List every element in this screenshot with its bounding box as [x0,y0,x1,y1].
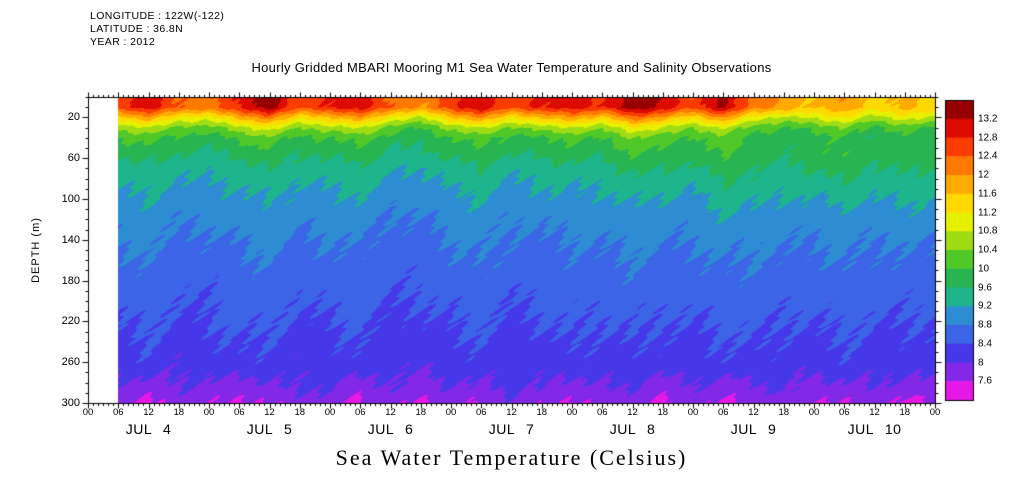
y-tick-label: 300 [61,397,80,409]
x-tick-label: 06 [233,407,245,418]
longitude-label: LONGITUDE : 122W(-122) [90,10,225,22]
colorbar-tick-label: 12 [978,169,990,181]
day-label: JUL 7 [488,421,535,437]
year-label: YEAR : 2012 [90,36,156,48]
day-label: JUL 4 [125,421,172,437]
y-tick-label: 220 [61,315,80,328]
colorbar-tick-label: 10 [978,263,990,275]
x-tick-label: 00 [808,407,820,418]
x-tick-label: 18 [899,407,911,418]
y-tick-label: 140 [61,233,80,246]
x-tick-label: 12 [143,407,154,418]
x-tick-label: 06 [596,407,608,418]
x-tick-label: 18 [415,407,427,418]
x-tick-label: 00 [445,407,457,418]
x-tick-label: 06 [475,407,487,418]
x-tick-label: 18 [657,407,669,418]
colorbar-tick-label: 9.2 [978,300,992,312]
y-tick-label: 60 [67,152,80,165]
x-tick-label: 06 [717,407,729,418]
colorbar-tick-label: 11.2 [978,207,997,218]
x-tick-label: 12 [385,407,396,418]
y-tick-label: 20 [67,111,80,124]
x-tick-label: 00 [324,407,336,418]
x-tick-label: 00 [203,407,215,418]
x-tick-label: 18 [294,407,306,418]
colorbar-tick-label: 9.6 [978,282,992,293]
x-tick-label: 18 [173,407,185,418]
colorbar-tick-label: 12.4 [978,150,998,162]
y-tick-label: 180 [61,274,80,287]
x-tick-label: 12 [627,407,638,418]
colorbar-tick-label: 10.4 [978,244,998,256]
x-tick-label: 18 [536,407,548,418]
chart-title: Hourly Gridded MBARI Mooring M1 Sea Wate… [251,60,772,75]
x-tick-label: 00 [566,407,578,418]
x-tick-label: 06 [112,407,124,418]
y-axis-label: DEPTH (m) [30,217,42,283]
x-tick-label: 12 [869,407,880,418]
colorbar-tick-label: 12.8 [978,132,998,143]
day-label: JUL 8 [609,421,656,437]
x-tick-label: 12 [264,407,275,418]
x-tick-label: 00 [687,407,699,418]
day-label: JUL 5 [246,421,293,437]
x-tick-label: 06 [354,407,366,418]
colorbar-tick-label: 7.6 [978,375,992,387]
colorbar-tick-label: 10.8 [978,225,998,237]
x-tick-label: 06 [838,407,850,418]
colorbar-tick-label: 8 [978,357,984,368]
x-tick-label: 12 [506,407,517,418]
bottom-title: Sea Water Temperature (Celsius) [335,445,688,470]
y-tick-label: 260 [61,356,80,369]
y-tick-label: 100 [61,193,80,205]
metadata-block: LONGITUDE : 122W(-122) LATITUDE : 36.8N … [90,10,224,49]
day-label: JUL 10 [847,421,902,437]
day-label: JUL 9 [730,421,777,437]
x-tick-label: 00 [82,407,94,418]
colorbar-tick-label: 8.4 [978,338,992,350]
colorbar-tick-label: 13.2 [978,113,998,125]
latitude-label: LATITUDE : 36.8N [90,23,184,35]
colorbar-tick-label: 11.6 [978,188,997,200]
x-tick-label: 00 [929,407,941,418]
x-tick-label: 12 [748,407,759,418]
x-tick-label: 18 [778,407,790,418]
colorbar-tick-label: 8.8 [978,319,992,331]
day-label: JUL 6 [367,421,414,437]
